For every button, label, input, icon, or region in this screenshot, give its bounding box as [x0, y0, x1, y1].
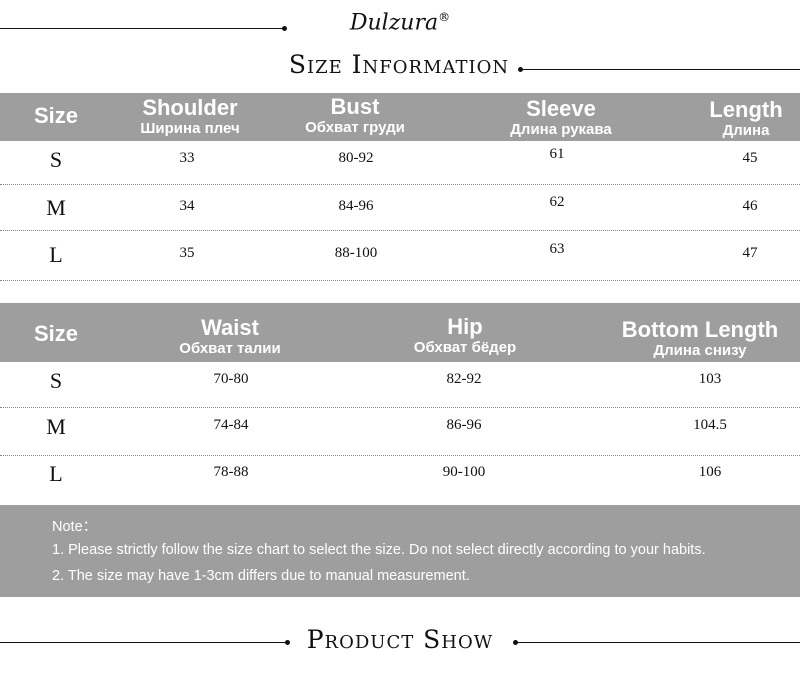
product-show-title: Product Show: [306, 625, 494, 654]
note-box: Note： 1. Please strictly follow the size…: [0, 505, 800, 597]
table-cell: 78-88: [213, 464, 249, 480]
note-item: 1. Please strictly follow the size chart…: [52, 542, 706, 558]
size-label: L: [49, 461, 63, 486]
divider-line: [0, 28, 284, 29]
table-cell: 74-84: [213, 417, 249, 433]
table-cell: 46: [742, 198, 758, 214]
table-cell: 90-100: [442, 464, 486, 480]
header-sleeve: Sleeve Длина рукава: [510, 96, 612, 138]
table2-header: Size Waist Обхват талии Hip Обхват бёдер B…: [0, 303, 800, 362]
table-cell: 103: [698, 371, 722, 387]
table-cell: 61: [549, 146, 565, 162]
table-cell: 34: [179, 198, 195, 214]
table-cell: 80-92: [338, 150, 374, 166]
header-size: Size: [33, 321, 79, 346]
note-item: 2. The size may have 1-3cm differs due t…: [52, 568, 470, 584]
table-cell: 84-96: [338, 198, 374, 214]
table-cell: 63: [549, 241, 565, 257]
table-cell: 82-92: [446, 371, 482, 387]
header-size: Size: [33, 103, 79, 128]
size-label: L: [49, 242, 63, 267]
divider-line: [522, 69, 800, 70]
header-length: Length Длина: [709, 97, 783, 139]
table-cell: 104.5: [693, 417, 727, 433]
size-label: S: [49, 368, 63, 393]
size-label: M: [46, 195, 66, 220]
table-cell: 33: [179, 150, 195, 166]
table-cell: 35: [179, 245, 195, 261]
table-cell: 47: [742, 245, 758, 261]
row-separator: [0, 280, 800, 281]
header-bottom-length: Bottom Length Длина снизу: [621, 317, 779, 359]
row-separator: [0, 230, 800, 231]
divider-dot: [513, 640, 518, 645]
table-cell: 86-96: [446, 417, 482, 433]
table1-header: Size Shoulder Ширина плеч Bust Обхват груд…: [0, 93, 800, 141]
table-cell: 62: [549, 194, 565, 210]
note-title: Note：: [52, 519, 98, 535]
size-label: S: [49, 147, 63, 172]
divider-dot: [518, 67, 523, 72]
brand-logo: Dulzura®: [349, 10, 451, 36]
header-bust: Bust Обхват груди: [305, 94, 405, 136]
divider-dot: [282, 26, 287, 31]
divider-dot: [285, 640, 290, 645]
table-cell: 106: [698, 464, 722, 480]
divider-line: [0, 642, 286, 643]
header-shoulder: Shoulder Ширина плеч: [140, 95, 240, 137]
header-hip: Hip Обхват бёдер: [413, 314, 517, 356]
row-separator: [0, 184, 800, 185]
row-separator: [0, 407, 800, 408]
divider-line: [517, 642, 800, 643]
size-label: M: [46, 414, 66, 439]
row-separator: [0, 455, 800, 456]
table-cell: 88-100: [334, 245, 378, 261]
header-waist: Waist Обхват талии: [179, 315, 281, 357]
section-title: Size Information: [288, 50, 510, 79]
table-cell: 70-80: [213, 371, 249, 387]
table-cell: 45: [742, 150, 758, 166]
